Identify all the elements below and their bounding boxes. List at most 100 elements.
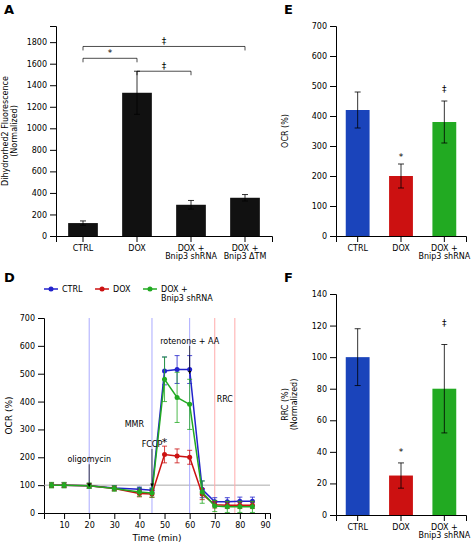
- legend-label: DOX +Bnip3 shRNA: [161, 285, 213, 303]
- annotation: *: [399, 447, 404, 457]
- tick-mark: [139, 513, 140, 519]
- error-bar: [80, 221, 86, 225]
- tick: 100: [312, 202, 336, 211]
- marks: [346, 329, 457, 515]
- error-bar: [134, 71, 140, 114]
- reference-line: [214, 318, 215, 513]
- tick-mark: [401, 515, 402, 521]
- tick-label: 600: [20, 342, 35, 351]
- point: [162, 377, 167, 382]
- tick-mark: [330, 357, 336, 358]
- point: [149, 490, 154, 495]
- text-line: Time (min): [132, 533, 182, 543]
- tick-label: CTRL: [73, 244, 94, 253]
- tick: 300: [20, 425, 44, 434]
- tick: 600: [312, 52, 336, 61]
- tick: DOX: [392, 236, 410, 253]
- tick: 400: [20, 398, 44, 407]
- tick-label: 50: [160, 521, 170, 530]
- legend-marker: [100, 287, 105, 292]
- legend: CTRLDOXDOX +Bnip3 shRNA: [44, 285, 213, 303]
- text-line: Bnip3 shRNA: [165, 252, 217, 261]
- point: [112, 486, 117, 491]
- axis: 0100200300400500600700: [312, 22, 337, 241]
- tick-mark: [330, 483, 336, 484]
- plot: 0100200300400500600700102030405060708090…: [4, 314, 271, 543]
- tick-mark: [330, 236, 336, 237]
- tick-label: 120: [312, 322, 327, 331]
- tick: 500: [20, 370, 44, 379]
- error-bar: [112, 486, 117, 492]
- annotation: *: [399, 152, 404, 162]
- annotation: RRC: [217, 395, 234, 404]
- tick: 0: [322, 511, 336, 520]
- tick: 100: [312, 353, 336, 362]
- tick: 140: [312, 290, 336, 299]
- plot: 020040060080010001200140016001800CTRLDOX…: [1, 27, 273, 262]
- tick: 100: [20, 481, 44, 490]
- tick-label: 60: [317, 416, 327, 425]
- tick: 1200: [27, 103, 56, 112]
- tick-label: 300: [20, 425, 35, 434]
- tick-mark: [330, 56, 336, 57]
- significance-bracket: [83, 46, 245, 50]
- plot: 0100200300400500600700CTRLDOXDOX +Bnip3 …: [281, 22, 471, 261]
- point: [175, 367, 180, 372]
- point: [137, 490, 142, 495]
- bar: [230, 198, 260, 236]
- text-line: DOX: [128, 244, 146, 253]
- tick-label: 700: [20, 314, 35, 323]
- axis-line: [38, 319, 45, 514]
- tick: 10: [59, 513, 69, 530]
- tick: 700: [20, 314, 44, 323]
- error-bar: [250, 501, 255, 512]
- axis-line: [330, 27, 337, 237]
- error-bar: [62, 483, 67, 487]
- tick-label: 40: [317, 448, 327, 457]
- text-line: DOX +: [161, 285, 188, 294]
- axis: CTRLDOXDOX +Bnip3 shRNA: [337, 236, 471, 261]
- tick-label: 200: [20, 453, 35, 462]
- point: [62, 483, 67, 488]
- panel-label: A: [4, 2, 14, 17]
- marks: [44, 318, 270, 513]
- error-bar: [137, 488, 142, 496]
- panel: F020406080100120140CTRLDOXDOX +Bnip3 shR…: [281, 270, 471, 540]
- tick-mark: [38, 513, 44, 514]
- tick-label: 0: [322, 232, 327, 241]
- tick: 70: [210, 513, 220, 530]
- tick-label: DOX +Bnip3 shRNA: [418, 244, 470, 262]
- annotation: *: [162, 436, 168, 449]
- tick-mark: [330, 389, 336, 390]
- tick: 700: [312, 22, 336, 31]
- tick-label: 30: [110, 521, 120, 530]
- tick-mark: [137, 236, 138, 242]
- tick-mark: [50, 193, 56, 194]
- tick: 20: [317, 479, 336, 488]
- tick-mark: [50, 107, 56, 108]
- panel: D010020030040050060070010203040506070809…: [4, 270, 271, 543]
- annotation: ‡: [442, 318, 447, 328]
- tick-mark: [50, 85, 56, 86]
- error-bar: [49, 482, 54, 488]
- tick-mark: [190, 513, 191, 519]
- error-bar: [398, 164, 404, 188]
- significance-bracket: [83, 58, 137, 62]
- tick: 1800: [27, 38, 56, 47]
- tick: DOX: [392, 515, 410, 532]
- error-bar: [355, 329, 361, 386]
- tick: 500: [312, 82, 336, 91]
- text-line: CTRL: [347, 523, 368, 532]
- text-line: CTRL: [73, 244, 94, 253]
- text-line: DOX: [392, 244, 410, 253]
- text-line: DOX +: [232, 244, 259, 253]
- panel: E0100200300400500600700CTRLDOXDOX +Bnip3…: [281, 2, 471, 261]
- legend-item: DOX +Bnip3 shRNA: [143, 285, 213, 303]
- axis-line: [50, 27, 57, 237]
- annotation: FCCP: [142, 440, 163, 449]
- tick-label: 60: [185, 521, 195, 530]
- error-bar: [237, 501, 242, 512]
- error-bar: [49, 483, 54, 487]
- tick: 50: [160, 513, 170, 530]
- tick: 20: [85, 513, 95, 530]
